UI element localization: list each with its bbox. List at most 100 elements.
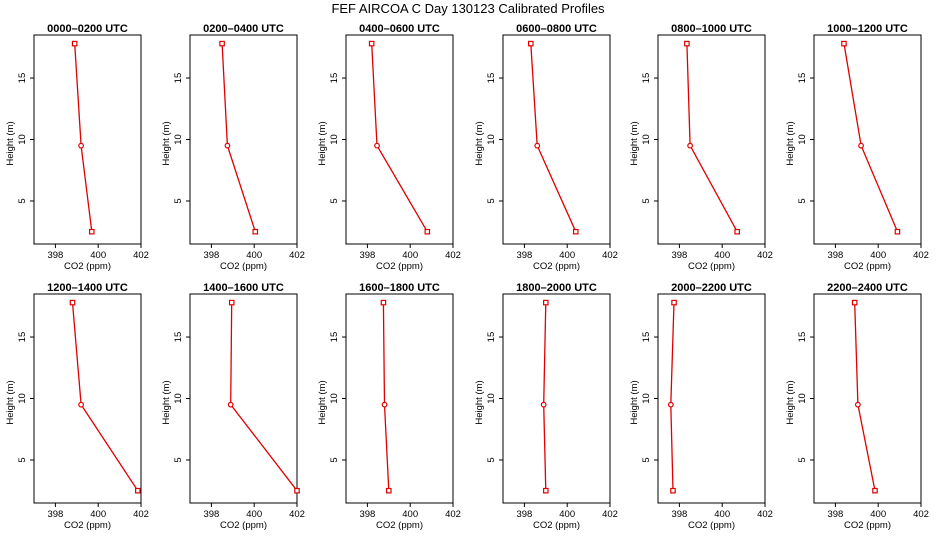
y-axis-label: Height (m) — [5, 121, 16, 165]
data-point — [78, 401, 84, 408]
x-tick-label: 402 — [913, 509, 929, 520]
x-tick-label: 402 — [133, 509, 149, 520]
data-point — [424, 228, 431, 235]
panel-11: 2000–2200 UTC 398 400 402 5 10 15 CO2 (ppm) Heig… — [629, 282, 773, 531]
x-tick-label: 402 — [602, 509, 618, 520]
profile-line — [530, 43, 577, 232]
x-axis-label: CO2 (ppm) — [64, 520, 111, 531]
panel-10: 1800–2000 UTC 398 400 402 5 10 15 CO2 (ppm) Heig… — [474, 282, 618, 531]
panel-title: 0800–1000 UTC — [671, 23, 752, 35]
panel-1: 0000–0200 UTC 398 400 402 5 10 15 CO2 (ppm) Heig… — [5, 23, 149, 272]
y-tick-label: 5 — [641, 198, 652, 203]
y-tick-label: 10 — [329, 393, 340, 404]
profile-line — [543, 302, 547, 491]
y-tick-label: 10 — [329, 134, 340, 145]
x-tick-label: 398 — [203, 509, 219, 520]
x-tick-label: 402 — [289, 509, 305, 520]
x-tick-label: 400 — [559, 509, 575, 520]
data-point — [542, 299, 549, 306]
y-tick-label: 15 — [17, 332, 28, 343]
plot-frame — [813, 34, 922, 245]
y-tick-label: 15 — [329, 332, 340, 343]
data-point — [71, 40, 78, 47]
panel-4: 0600–0800 UTC 398 400 402 5 10 15 CO2 (ppm) Heig… — [474, 23, 618, 272]
panel-title: 0400–0600 UTC — [359, 23, 440, 35]
y-axis-label: Height (m) — [629, 380, 640, 424]
x-tick-label: 398 — [47, 509, 63, 520]
y-tick-label: 10 — [641, 134, 652, 145]
data-point — [528, 40, 534, 47]
panel-grid: 0000–0200 UTC 398 400 402 5 10 15 CO2 (ppm) Heig… — [5, 23, 929, 531]
panel-title: 0000–0200 UTC — [47, 23, 128, 35]
y-tick-label: 10 — [17, 134, 28, 145]
data-point — [69, 299, 76, 306]
y-tick-label: 10 — [486, 134, 497, 145]
y-tick-label: 10 — [173, 134, 184, 145]
x-tick-label: 402 — [445, 509, 461, 520]
y-tick-label: 5 — [173, 457, 184, 462]
panel-title: 1000–1200 UTC — [827, 23, 908, 35]
y-tick-label: 5 — [17, 198, 28, 203]
x-tick-label: 398 — [359, 250, 375, 261]
profile-line — [71, 302, 139, 492]
data-point — [381, 401, 388, 408]
x-axis-label: CO2 (ppm) — [533, 261, 580, 272]
y-tick-label: 5 — [641, 457, 652, 462]
x-axis-label: CO2 (ppm) — [688, 261, 735, 272]
x-tick-label: 400 — [714, 509, 730, 520]
data-point — [894, 228, 901, 235]
y-tick-label: 5 — [329, 457, 340, 462]
x-axis-label: CO2 (ppm) — [220, 520, 267, 531]
data-point — [534, 142, 541, 149]
y-tick-label: 10 — [486, 393, 497, 404]
x-tick-label: 400 — [246, 250, 262, 261]
data-point — [572, 228, 579, 235]
data-point — [78, 142, 84, 149]
y-axis-label: Height (m) — [474, 380, 485, 424]
y-tick-label: 5 — [486, 457, 497, 462]
x-tick-label: 400 — [870, 509, 886, 520]
data-point — [684, 40, 690, 47]
data-point — [734, 228, 740, 235]
x-axis-label: CO2 (ppm) — [376, 261, 423, 272]
data-point — [386, 487, 392, 494]
panel-12: 2200–2400 UTC 398 400 402 5 10 15 CO2 (ppm) Heig… — [785, 282, 929, 531]
y-axis-label: Height (m) — [161, 121, 172, 165]
panel-6: 1000–1200 UTC 398 400 402 5 10 15 CO2 (ppm) Heig… — [785, 23, 929, 272]
plot-frame — [345, 34, 454, 245]
panel-2: 0200–0400 UTC 398 400 402 5 10 15 CO2 (ppm) Heig… — [161, 23, 305, 272]
y-tick-label: 15 — [173, 332, 184, 343]
profile-line — [74, 43, 93, 232]
y-tick-label: 15 — [641, 73, 652, 84]
panel-title: 2000–2200 UTC — [671, 282, 752, 294]
plot-frame — [813, 293, 922, 504]
panel-title: 2200–2400 UTC — [827, 282, 908, 294]
data-point — [219, 40, 225, 47]
panel-8: 1400–1600 UTC 398 400 402 5 10 15 CO2 (ppm) Heig… — [161, 282, 305, 531]
figure-title: FEF AIRCOA C Day 130123 Calibrated Profi… — [331, 1, 605, 16]
y-tick-label: 15 — [486, 332, 497, 343]
data-point — [841, 40, 847, 47]
x-tick-label: 402 — [602, 250, 618, 261]
panel-title: 1400–1600 UTC — [203, 282, 284, 294]
data-point — [542, 487, 549, 494]
y-tick-label: 10 — [17, 393, 28, 404]
x-axis-label: CO2 (ppm) — [533, 520, 580, 531]
x-tick-label: 400 — [402, 509, 418, 520]
data-point — [858, 142, 864, 149]
data-point — [224, 142, 231, 149]
data-point — [540, 401, 547, 408]
x-tick-label: 398 — [203, 250, 219, 261]
y-tick-label: 15 — [173, 73, 184, 84]
panel-title: 0200–0400 UTC — [203, 23, 284, 35]
x-tick-label: 398 — [671, 250, 687, 261]
plot-frame — [33, 34, 142, 245]
y-axis-label: Height (m) — [785, 380, 796, 424]
data-point — [294, 487, 300, 494]
panel-5: 0800–1000 UTC 398 400 402 5 10 15 CO2 (ppm) Heig… — [629, 23, 773, 272]
y-tick-label: 10 — [797, 393, 808, 404]
profile-line — [854, 302, 876, 491]
x-tick-label: 402 — [757, 509, 773, 520]
y-tick-label: 5 — [17, 457, 28, 462]
y-axis-label: Height (m) — [474, 121, 485, 165]
